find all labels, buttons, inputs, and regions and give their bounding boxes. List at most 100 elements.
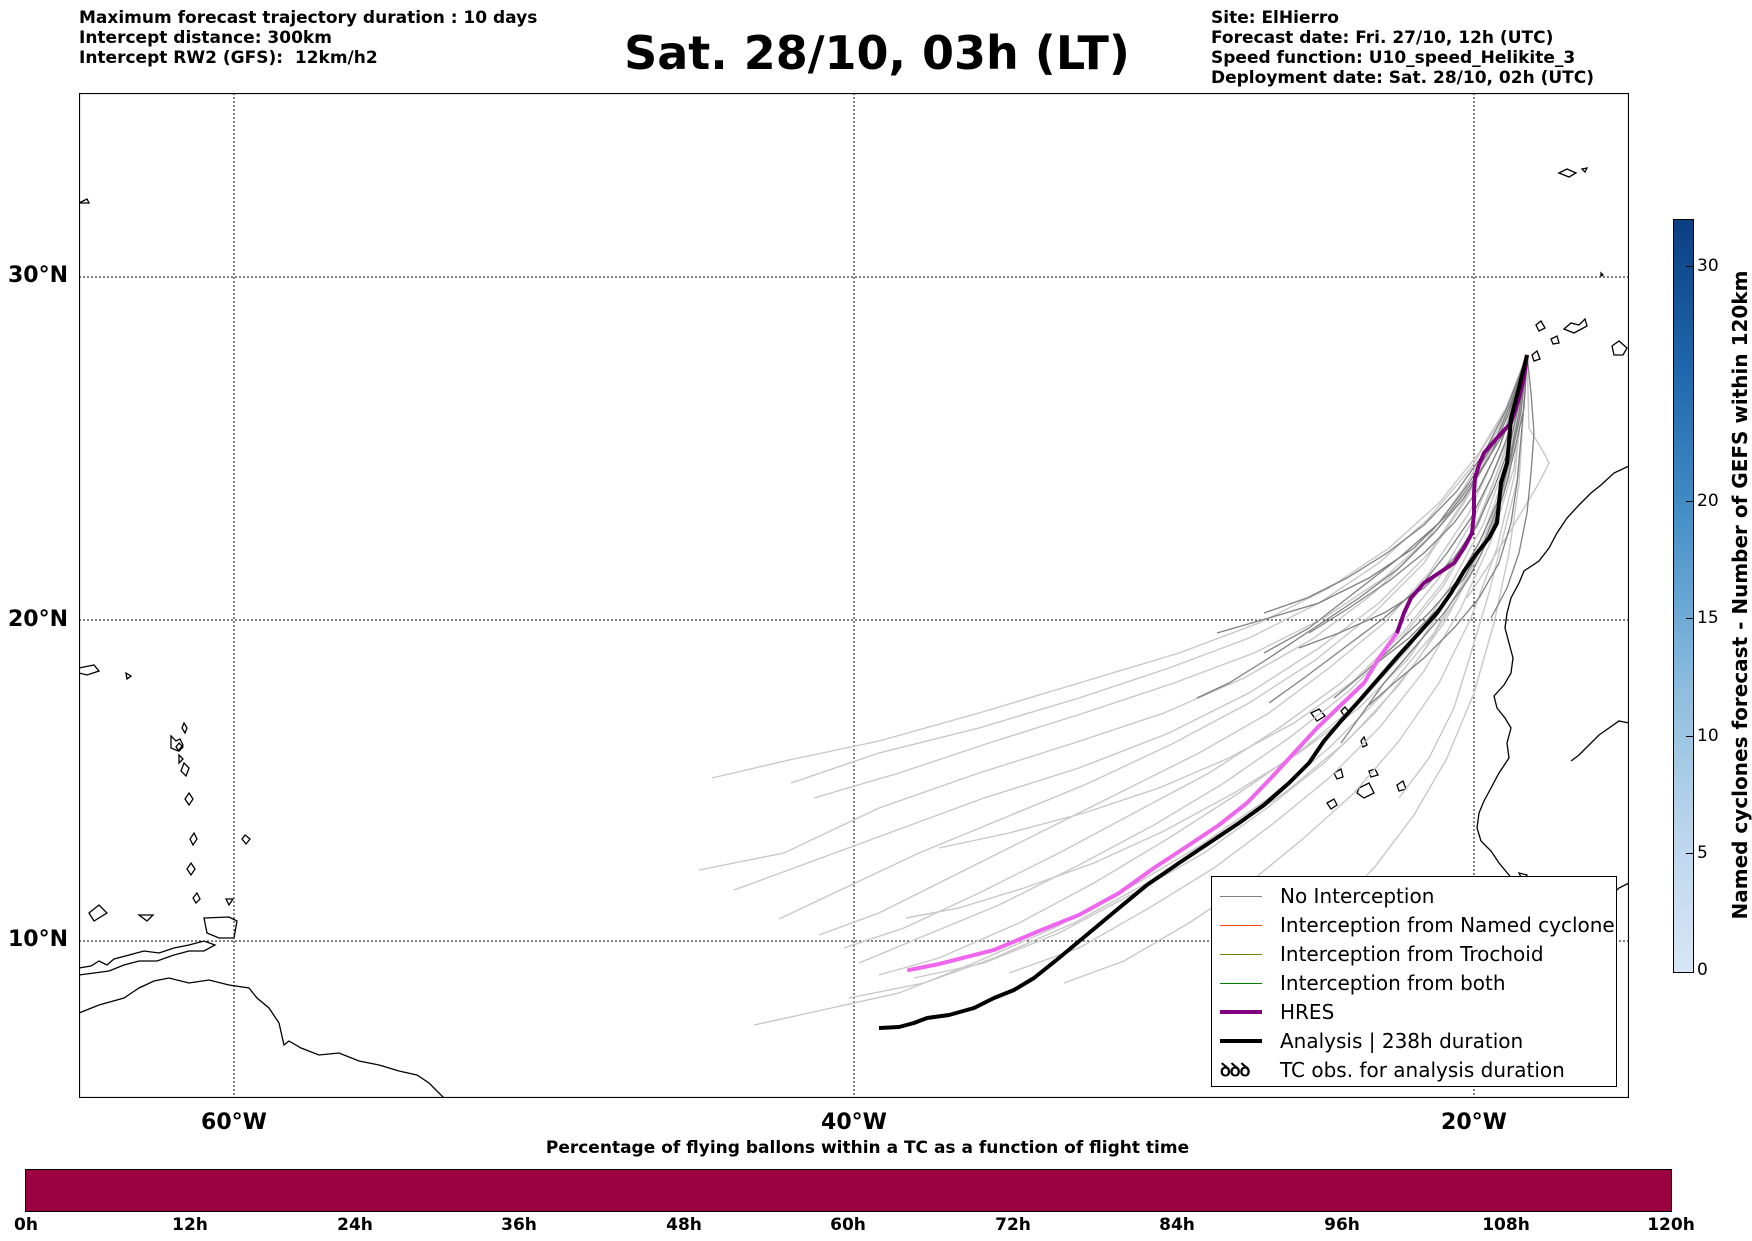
flight-time-colorbar [25,1169,1672,1212]
header-left-line-1: Maximum forecast trajectory duration : 1… [79,8,538,28]
header-right-line-1: Site: ElHierro [1211,8,1339,28]
coast-madeira-2 [1580,167,1589,174]
legend-label: TC obs. for analysis duration [1280,1058,1565,1082]
cbv-tick-label: 20 [1697,491,1719,511]
header-left-line-3: Intercept RW2 (GFS): 12km/h2 [79,48,378,68]
legend-item-tc-obs: ꝺꝺꝺ TC obs. for analysis duration [1220,1057,1565,1083]
lon-label-20w: 20°W [1441,1110,1507,1135]
traj-faint-4 [698,354,1528,871]
legend-swatch-both [1220,982,1262,984]
cbv-tick-mark [1686,853,1693,854]
cbv-axis-label: Named cyclones forecast - Number of GEFS… [1728,270,1752,920]
coast-puerto-rico [79,664,101,676]
coast-bermuda-ish [79,198,91,204]
coast-venezuela-gulf [79,940,217,976]
cbv-tick-label: 10 [1697,726,1719,746]
cbh-tick-label: 72h [995,1215,1031,1235]
legend: No Interception Interception from Named … [1211,876,1617,1087]
coast-small-antilles-4 [189,831,198,847]
legend-label: Interception from Trochoid [1280,942,1544,966]
cbh-tick-label: 0h [14,1215,38,1235]
legend-label: HRES [1280,1000,1335,1024]
cbv-tick-mark [1686,618,1693,619]
coast-canary-2 [1611,340,1628,356]
coast-small-antilles-1 [181,721,188,735]
cbv-tick-label: 15 [1697,608,1719,628]
traj-gray-10 [1263,354,1528,614]
cbh-tick-label: 60h [830,1215,866,1235]
traj-faint-9 [858,354,1528,964]
coast-dominica [178,753,184,765]
coast-virgin-isl [125,671,133,681]
lon-label-60w: 60°W [201,1110,267,1135]
coast-madeira [1557,168,1578,178]
cbv-tick-mark [1686,501,1693,502]
coast-africa-2 [1570,720,1629,762]
lat-label-20n: 20°N [8,607,69,632]
lon-label-40w: 40°W [821,1110,887,1135]
cbh-tick-label: 108h [1482,1215,1530,1235]
header-right-line-2: Forecast date: Fri. 27/10, 12h (UTC) [1211,28,1554,48]
header-left-line-2: Intercept distance: 300km [79,28,332,48]
legend-item-trochoid: Interception from Trochoid [1220,941,1544,967]
coast-curacao [88,904,109,922]
cbv-tick-label: 5 [1697,843,1708,863]
cbh-tick-label: 120h [1647,1215,1695,1235]
traj-faint-10 [878,354,1528,976]
cbv-tick-label: 30 [1697,256,1719,276]
traj-faint-2 [790,354,1528,784]
header-right-line-4: Deployment date: Sat. 28/10, 02h (UTC) [1211,68,1595,88]
traj-gray-5 [1340,354,1528,744]
coast-cape-verde-6 [1356,782,1375,799]
cbh-title: Percentage of flying ballons within a TC… [545,1138,1190,1158]
legend-label: Interception from both [1280,971,1506,995]
page-title: Sat. 28/10, 03h (LT) [624,26,1130,80]
coast-martinique [180,761,190,778]
cbh-tick-label: 36h [501,1215,537,1235]
coast-canary-4 [1550,335,1560,345]
legend-swatch-no-interception [1220,895,1262,897]
legend-label: Analysis | 238h duration [1280,1029,1524,1053]
cbh-tick-label: 12h [172,1215,208,1235]
analysis-track [878,354,1529,1030]
legend-label: No Interception [1280,884,1435,908]
coast-trinidad [203,916,238,939]
coast-canary-5 [1531,349,1541,362]
coast-guadeloupe [170,734,184,752]
traj-faint-7 [818,354,1528,936]
tc-symbol-icon: ꝺꝺꝺ [1220,1060,1250,1081]
coast-cape-verde-5 [1333,768,1344,780]
legend-item-both: Interception from both [1220,970,1506,996]
traj-gray-8 [1368,354,1528,706]
legend-label: Interception from Named cyclone [1280,913,1615,937]
legend-swatch-named-cyclone [1220,924,1262,926]
coast-margarita [137,914,155,922]
legend-swatch-trochoid [1220,953,1262,955]
cbv-tick-label: 0 [1697,960,1708,980]
cbh-tick-label: 24h [337,1215,373,1235]
coast-cape-verde-8 [1326,798,1338,810]
cbv-tick-mark [1686,266,1693,267]
coast-barbados [241,834,251,846]
coast-south-america [79,977,445,1098]
traj-gray-11 [1490,354,1535,619]
traj-faint-20 [938,354,1528,849]
traj-faint-6 [778,354,1528,920]
header-right-line-3: Speed function: U10_speed_Helikite_3 [1211,48,1576,68]
cbh-tick-label: 96h [1324,1215,1360,1235]
cbv-tick-mark [1686,736,1693,737]
traj-faint-13 [1063,354,1528,984]
coast-selvagens [1600,271,1605,278]
coast-africa [1476,465,1629,934]
lat-label-10n: 10°N [8,927,69,952]
cbh-tick-label: 84h [1159,1215,1195,1235]
traj-gray-2 [1263,354,1528,654]
coast-small-antilles-6 [192,891,201,905]
legend-item-hres: HRES [1220,999,1334,1025]
coast-small-antilles-5 [186,861,196,877]
coast-tobago [224,898,235,907]
traj-gray-4 [1196,354,1528,699]
traj-faint-15 [753,354,1528,1026]
hres-extension-track [907,631,1399,972]
legend-item-named-cyclone: Interception from Named cyclone [1220,912,1615,938]
